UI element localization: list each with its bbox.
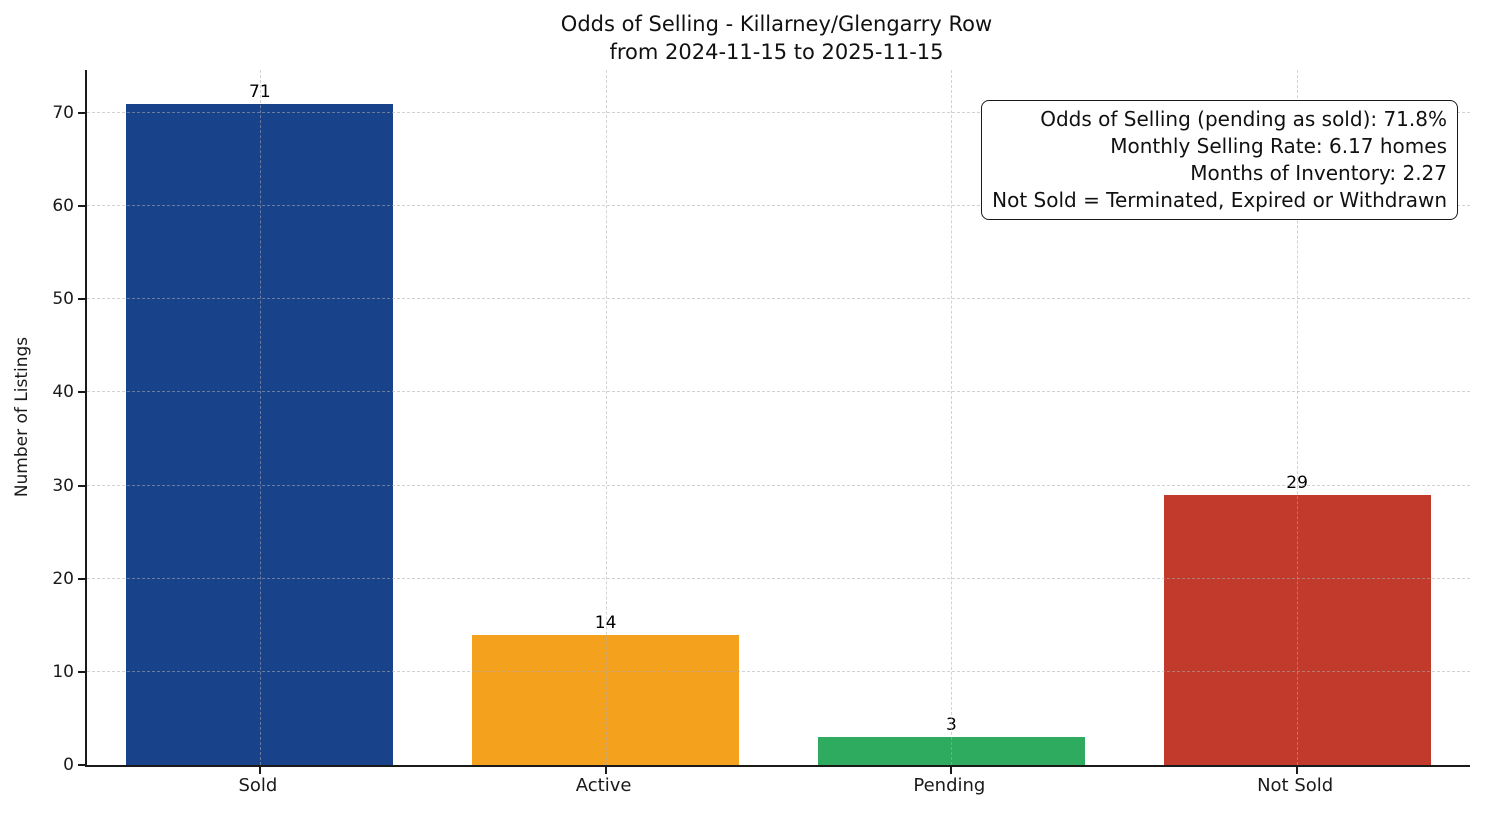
x-axis-tick-labels: Sold Active Pending Not Sold bbox=[85, 775, 1468, 799]
annotation-line-inventory: Months of Inventory: 2.27 bbox=[1190, 161, 1447, 185]
x-tick-label: Pending bbox=[913, 775, 986, 796]
y-tick-mark bbox=[78, 298, 85, 301]
x-tick-mark bbox=[604, 767, 607, 774]
y-axis-tick-labels: 0 10 20 30 40 50 60 70 bbox=[0, 70, 74, 775]
annotation-line-not-sold-note: Not Sold = Terminated, Expired or Withdr… bbox=[992, 188, 1447, 212]
x-tick-mark bbox=[1296, 767, 1299, 774]
bar-sold bbox=[126, 103, 394, 765]
bar-slot-sold: 71 bbox=[87, 70, 433, 765]
x-tick-label: Active bbox=[575, 775, 632, 796]
chart-title-line2: from 2024-11-15 to 2025-11-15 bbox=[609, 40, 944, 64]
y-tick-label: 0 bbox=[63, 755, 74, 775]
y-tick-label: 60 bbox=[52, 196, 74, 217]
chart-title: Odds of Selling - Killarney/Glengarry Ro… bbox=[85, 10, 1468, 66]
bar-value-label: 14 bbox=[594, 612, 617, 633]
annotation-line-odds: Odds of Selling (pending as sold): 71.8% bbox=[1040, 107, 1447, 131]
y-tick-label: 70 bbox=[52, 102, 74, 123]
y-tick-label: 50 bbox=[52, 289, 74, 310]
bar-slot-active: 14 bbox=[433, 70, 779, 765]
y-tick-mark bbox=[78, 577, 85, 580]
bar-value-label: 71 bbox=[249, 81, 271, 102]
y-tick-mark bbox=[78, 391, 85, 394]
y-tick-label: 10 bbox=[52, 661, 74, 682]
y-tick-label: 20 bbox=[52, 568, 74, 589]
bar-value-label: 29 bbox=[1286, 472, 1308, 493]
bar-not-sold bbox=[1163, 494, 1431, 765]
x-tick-label: Not Sold bbox=[1257, 775, 1334, 796]
y-tick-mark bbox=[78, 111, 85, 114]
y-tick-mark bbox=[78, 670, 85, 673]
annotation-box: Odds of Selling (pending as sold): 71.8%… bbox=[981, 100, 1458, 220]
annotation-line-monthly-rate: Monthly Selling Rate: 6.17 homes bbox=[1110, 134, 1447, 158]
y-tick-mark bbox=[78, 484, 85, 487]
x-tick-mark bbox=[258, 767, 261, 774]
y-tick-mark bbox=[78, 764, 85, 766]
y-tick-mark bbox=[78, 205, 85, 208]
chart-title-line1: Odds of Selling - Killarney/Glengarry Ro… bbox=[560, 12, 993, 36]
bar-pending bbox=[817, 737, 1085, 765]
x-tick-mark bbox=[950, 767, 953, 774]
bar-value-label: 3 bbox=[945, 715, 957, 736]
y-tick-label: 40 bbox=[52, 382, 74, 403]
x-tick-label: Sold bbox=[238, 775, 278, 796]
y-tick-label: 30 bbox=[52, 475, 74, 496]
bar-active bbox=[472, 634, 740, 765]
